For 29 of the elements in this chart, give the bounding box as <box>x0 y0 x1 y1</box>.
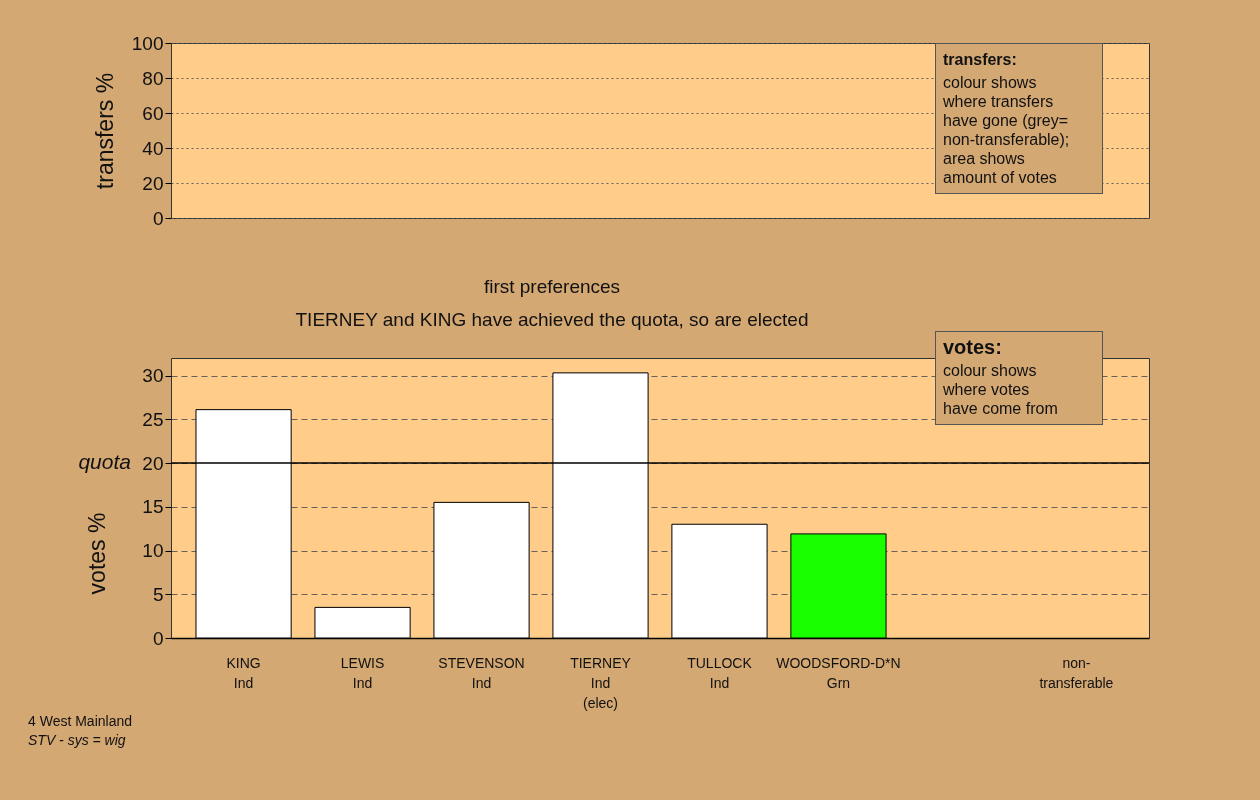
y-tick-label: 5 <box>152 583 164 605</box>
x-tick-label: KING Ind <box>226 654 261 691</box>
y-tick-label: 0 <box>152 627 164 649</box>
x-tick-label: LEWIS Ind <box>340 654 385 691</box>
text: STV - sys = wig <box>28 732 126 748</box>
text: 4 West Mainland <box>28 713 133 729</box>
chart-subtitle: TIERNEY and KING have achieved the quota, so are elected <box>295 309 809 330</box>
ref-line-label: quota <box>78 450 131 473</box>
x-tick-label: WOODSFORD-D*N Grn <box>776 654 901 691</box>
chart-title: first preferences <box>483 276 621 297</box>
y-axis-title: votes % <box>83 512 110 595</box>
x-tick-label: non- transferable <box>1039 654 1114 691</box>
y-tick-label: 30 <box>142 365 164 386</box>
annotation: votes: colour shows where votes have come from <box>943 336 1059 417</box>
y-tick-label: 100 <box>131 32 164 54</box>
y-tick-label: 60 <box>142 102 164 124</box>
y-tick-label: 20 <box>142 172 164 194</box>
x-tick-label: STEVENSON Ind <box>438 654 525 691</box>
y-tick-label: 80 <box>142 67 164 89</box>
x-tick-label: TIERNEY Ind (elec) <box>570 654 632 711</box>
y-tick-label: 25 <box>142 408 164 430</box>
annotation: transfers: colour shows where transfers have gone (grey= non-transferable); area shows amount of votes <box>943 50 1071 186</box>
y-tick-label: 15 <box>142 496 164 518</box>
y-tick-label: 40 <box>142 137 164 159</box>
y-tick-label: 20 <box>142 452 164 474</box>
y-tick-label: 0 <box>152 207 164 229</box>
y-tick-label: 10 <box>142 540 164 561</box>
x-tick-label: TULLOCK Ind <box>687 654 753 691</box>
y-axis-title: transfers % <box>91 72 118 190</box>
